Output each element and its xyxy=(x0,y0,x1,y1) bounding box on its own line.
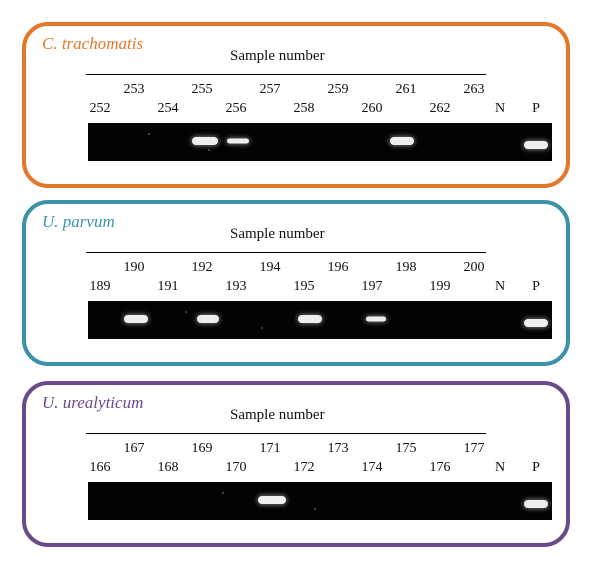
lane-label: 256 xyxy=(225,101,247,116)
gel-band xyxy=(124,315,148,323)
gel-panel: U. urealyticum Sample number 167 169 171 173 1… xyxy=(22,381,570,547)
lane-label: N xyxy=(494,460,506,475)
lane-label: 258 xyxy=(293,101,315,116)
gel-speck xyxy=(314,508,316,510)
lane-label: 168 xyxy=(157,460,179,475)
sample-number-header: Sample number xyxy=(230,226,325,242)
gel-band xyxy=(192,137,218,145)
gel-image xyxy=(88,301,552,339)
lane-label: 189 xyxy=(89,279,111,294)
header-rule xyxy=(86,74,486,76)
gel-speck xyxy=(222,492,224,494)
lane-label: 199 xyxy=(429,279,451,294)
gel-band xyxy=(366,316,386,322)
gel-speck xyxy=(261,327,263,329)
lane-label: 173 xyxy=(327,441,349,456)
lane-label: 195 xyxy=(293,279,315,294)
lane-label: 170 xyxy=(225,460,247,475)
sample-number-header: Sample number xyxy=(230,48,325,64)
species-label: U. urealyticum xyxy=(42,393,144,412)
species-label: C. trachomatis xyxy=(42,34,144,53)
species-label: U. parvum xyxy=(42,212,115,231)
lane-label: 198 xyxy=(395,260,417,275)
gel-speck xyxy=(148,133,150,135)
lane-label: 191 xyxy=(157,279,179,294)
sample-number-header: Sample number xyxy=(230,407,325,423)
gel-band xyxy=(258,496,286,504)
lane-label: N xyxy=(494,101,506,116)
lane-label: 167 xyxy=(123,441,145,456)
lane-label: 174 xyxy=(361,460,383,475)
lane-label: 193 xyxy=(225,279,247,294)
lane-label: 166 xyxy=(89,460,111,475)
lane-label: 196 xyxy=(327,260,349,275)
lane-label: N xyxy=(494,279,506,294)
lane-label: 255 xyxy=(191,82,213,97)
header-rule xyxy=(86,433,486,435)
lane-label: 169 xyxy=(191,441,213,456)
lane-label: 197 xyxy=(361,279,383,294)
lane-label: 259 xyxy=(327,82,349,97)
lane-label: 175 xyxy=(395,441,417,456)
lane-label: 171 xyxy=(259,441,281,456)
gel-band xyxy=(227,138,249,144)
gel-speck xyxy=(208,149,210,151)
lane-label: 253 xyxy=(123,82,145,97)
lane-label: 252 xyxy=(89,101,111,116)
gel-speck xyxy=(185,311,187,313)
gel-band xyxy=(390,137,414,145)
lane-label: 261 xyxy=(395,82,417,97)
lane-label: P xyxy=(532,279,540,294)
lane-label: 177 xyxy=(463,441,485,456)
gel-band xyxy=(524,319,548,327)
lane-label: 172 xyxy=(293,460,315,475)
lane-label: 192 xyxy=(191,260,213,275)
header-rule xyxy=(86,252,486,254)
lane-label: 254 xyxy=(157,101,179,116)
lane-label: 257 xyxy=(259,82,281,97)
gel-panel: U. parvum Sample number 190 192 194 196 198 200… xyxy=(22,200,570,366)
lane-label: 200 xyxy=(463,260,485,275)
lane-label: P xyxy=(532,101,540,116)
gel-band xyxy=(298,315,322,323)
lane-label: 190 xyxy=(123,260,145,275)
gel-band xyxy=(524,141,548,149)
lane-label: 262 xyxy=(429,101,451,116)
lane-label: 176 xyxy=(429,460,451,475)
lane-label: 260 xyxy=(361,101,383,116)
gel-image xyxy=(88,123,552,161)
lane-label: 194 xyxy=(259,260,281,275)
gel-image xyxy=(88,482,552,520)
lane-label: P xyxy=(532,460,540,475)
lane-label: 263 xyxy=(463,82,485,97)
gel-panel: C. trachomatis Sample number 253 255 257 259 2… xyxy=(22,22,570,188)
gel-band xyxy=(524,500,548,508)
gel-band xyxy=(197,315,219,323)
